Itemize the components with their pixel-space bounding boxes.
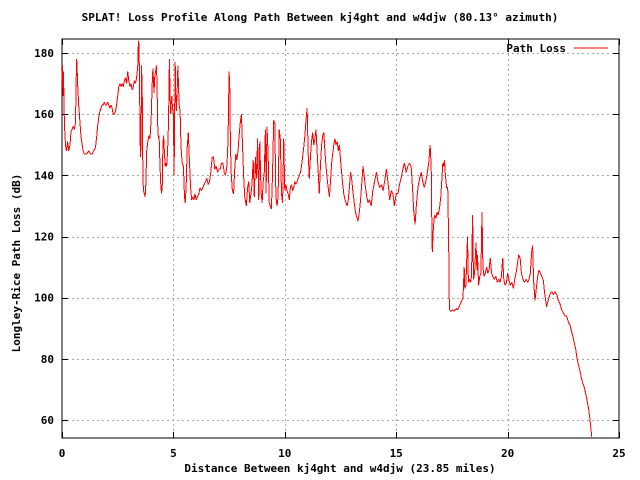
chart-title: SPLAT! Loss Profile Along Path Between k… (82, 11, 559, 24)
legend-label: Path Loss (506, 42, 566, 55)
plot-border (61, 38, 620, 439)
y-tick-label: 100 (34, 292, 54, 305)
tick-labels: 0 5 10 15 20 25 60 80 100 120 140 160 180 (34, 47, 626, 460)
y-tick-label: 140 (34, 169, 54, 182)
y-tick-label: 180 (34, 47, 54, 60)
x-tick-label: 20 (501, 447, 514, 460)
x-tick-label: 25 (612, 447, 625, 460)
x-tick-label: 0 (59, 447, 66, 460)
y-tick-label: 120 (34, 231, 54, 244)
path-loss-curve (61, 40, 593, 437)
y-tick-label: 160 (34, 108, 54, 121)
y-tick-label: 60 (41, 414, 54, 427)
y-axis-label: Longley-Rice Path Loss (dB) (10, 174, 23, 353)
x-axis-label: Distance Between kj4ght and w4djw (23.85… (184, 462, 495, 475)
gridlines (62, 39, 619, 438)
x-tick-label: 15 (390, 447, 403, 460)
x-tick-label: 5 (170, 447, 177, 460)
y-tick-label: 80 (41, 353, 54, 366)
x-tick-label: 10 (278, 447, 291, 460)
